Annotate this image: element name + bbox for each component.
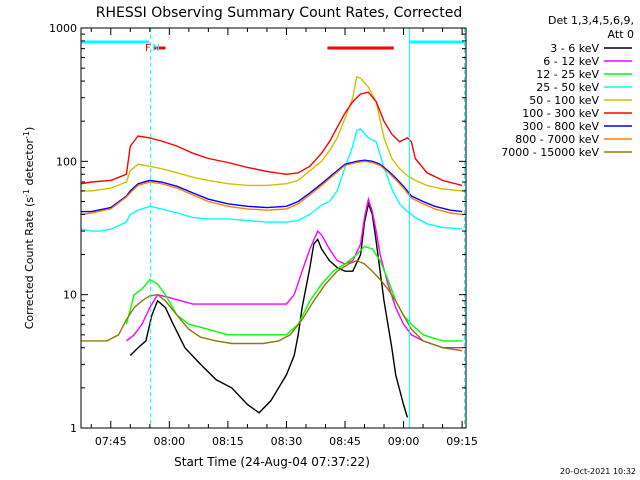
svg-text:Corrected Count Rate (s-1 dete: Corrected Count Rate (s-1 detector-1): [22, 127, 36, 330]
x-tick-label-4: 08:45: [329, 435, 361, 448]
legend-label-2: 12 - 25 keV: [536, 68, 599, 81]
series-line-3: [81, 128, 463, 232]
series-line-5: [81, 91, 463, 187]
footer-date: 20-Oct-2021 10:32: [560, 467, 636, 476]
legend-label-5: 100 - 300 keV: [522, 107, 599, 120]
plot-frame: [80, 27, 467, 429]
flag-label-0: F: [145, 43, 151, 54]
y-tick-label-2: 100: [56, 155, 77, 168]
chart-title: RHESSI Observing Summary Count Rates, Co…: [96, 5, 462, 21]
y-axis-label: Corrected Count Rate (s-1 detector-1): [22, 127, 36, 330]
x-tick-label-3: 08:30: [271, 435, 303, 448]
series-line-6: [81, 159, 463, 213]
legend-label-1: 6 - 12 keV: [543, 55, 599, 68]
legend-label-0: 3 - 6 keV: [550, 42, 599, 55]
series-line-0: [129, 201, 409, 418]
y-tick-label-1: 10: [63, 289, 77, 302]
x-tick-label-1: 08:00: [153, 435, 185, 448]
legend-header-line-1: Det 1,3,4,5,6,9,: [548, 14, 634, 27]
x-tick-label-6: 09:15: [446, 435, 478, 448]
ylabel-sup-2: -1: [22, 131, 31, 139]
y-tick-label-0: 1: [70, 422, 77, 435]
legend-label-8: 7000 - 15000 keV: [501, 146, 599, 159]
x-tick-label-2: 08:15: [212, 435, 244, 448]
ylabel-end: ): [23, 127, 36, 131]
ylabel-mid: detector: [23, 139, 36, 189]
x-axis-label: Start Time (24-Aug-04 07:37:22): [174, 455, 370, 469]
x-tick-label-0: 07:45: [95, 435, 127, 448]
series-line-4: [81, 75, 463, 192]
x-tick-label-5: 09:00: [388, 435, 420, 448]
legend-label-7: 800 - 7000 keV: [515, 133, 599, 146]
legend-label-4: 50 - 100 keV: [529, 94, 599, 107]
flag-label-1: N: [152, 43, 159, 54]
legend-header-line-2: Att 0: [608, 28, 634, 41]
series-line-8: [81, 259, 463, 352]
ylabel-sup-1: -1: [22, 189, 31, 197]
y-tick-label-3: 1000: [49, 22, 77, 35]
plot-area: F N 1 10 100 1000 07:45 08:00 08:15 08:30 08:45 09:…: [49, 22, 478, 448]
legend-label-3: 25 - 50 keV: [536, 81, 599, 94]
ylabel-main: Corrected Count Rate (s: [23, 197, 36, 330]
legend-label-6: 300 - 800 keV: [522, 120, 599, 133]
series-line-7: [81, 160, 463, 216]
